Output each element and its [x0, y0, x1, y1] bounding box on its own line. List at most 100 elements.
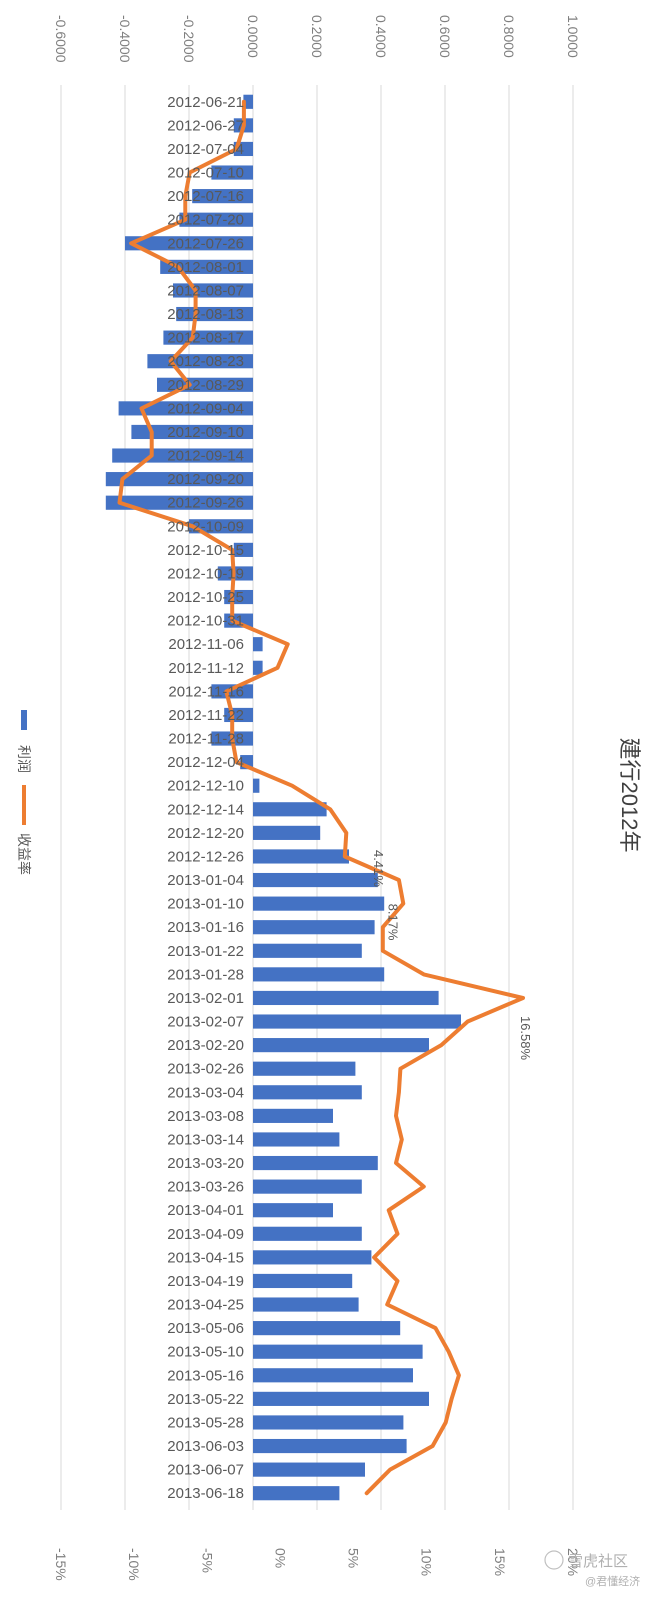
profit-bar — [105, 495, 253, 510]
yield-point — [286, 643, 289, 646]
yield-point — [231, 737, 233, 740]
date-label: 2013-06-07 — [167, 1462, 244, 1479]
date-label: 2013-03-08 — [167, 1108, 244, 1125]
yield-point — [402, 902, 405, 905]
date-label: 2012-06-21 — [167, 94, 244, 111]
profit-bars — [105, 94, 461, 1501]
secondary-tick-label: 10% — [419, 1548, 435, 1576]
date-label: 2012-07-16 — [167, 188, 244, 205]
date-label: 2012-07-20 — [167, 212, 244, 229]
yield-data-label: 4.41% — [371, 850, 386, 887]
date-label: 2012-07-10 — [167, 165, 244, 182]
secondary-tick-label: 20% — [565, 1548, 581, 1576]
yield-point — [447, 1350, 450, 1353]
yield-point — [291, 784, 293, 787]
yield-point — [382, 926, 384, 929]
profit-bar — [253, 1486, 340, 1501]
yield-line — [117, 99, 525, 1496]
yield-point — [522, 997, 524, 999]
yield-point — [373, 1256, 375, 1259]
yield-point — [231, 549, 233, 551]
date-label: 2013-05-10 — [167, 1344, 244, 1361]
date-label: 2012-08-29 — [167, 377, 244, 394]
profit-bar — [211, 165, 253, 180]
profit-bar — [253, 1108, 333, 1123]
profit-bar — [253, 1344, 423, 1359]
legend: 利润 收益率 — [16, 710, 32, 875]
yield-series-line — [117, 99, 525, 1496]
date-label: 2013-01-22 — [167, 943, 244, 960]
yield-point — [243, 100, 245, 103]
yield-point — [231, 596, 233, 598]
profit-bar — [253, 1014, 461, 1029]
primary-tick-label: 0.0000 — [245, 15, 261, 58]
profit-bar — [189, 519, 253, 534]
date-label: 2013-02-01 — [167, 990, 244, 1007]
watermark-sub: @君懂经济 — [585, 1574, 640, 1588]
yield-point — [387, 1209, 390, 1212]
date-label: 2013-04-01 — [167, 1202, 244, 1219]
yield-point — [458, 1374, 460, 1377]
date-label: 2013-05-22 — [167, 1391, 244, 1408]
date-label: 2012-06-27 — [167, 117, 244, 134]
category-axis-labels: 2012-06-21 2012-06-27 2012-07-04 2012-07-10… — [167, 94, 244, 1502]
date-label: 2013-03-26 — [167, 1179, 244, 1196]
yield-point — [399, 1067, 402, 1070]
yield-point — [235, 148, 238, 150]
date-label: 2013-03-20 — [167, 1155, 244, 1172]
date-label: 2013-06-18 — [167, 1485, 244, 1502]
date-label: 2012-09-14 — [167, 448, 244, 465]
yield-point — [440, 1044, 443, 1046]
yield-point — [235, 761, 238, 763]
yield-point — [118, 501, 121, 504]
profit-bar — [253, 1297, 359, 1312]
date-label: 2012-08-13 — [167, 306, 244, 323]
primary-tick-label: 0.6000 — [437, 15, 453, 58]
yield-point — [243, 124, 245, 127]
chart-title: 建行2012年 — [617, 738, 642, 853]
yield-point — [177, 266, 179, 268]
yield-point — [395, 1162, 397, 1164]
profit-bar — [253, 967, 385, 982]
date-label: 2012-09-04 — [167, 400, 244, 417]
date-label: 2012-11-06 — [168, 636, 244, 653]
profit-bar — [253, 1179, 362, 1194]
date-label: 2012-12-04 — [167, 754, 244, 771]
date-label: 2012-10-31 — [167, 613, 244, 630]
watermark-text: 雪虎社区 — [568, 1553, 628, 1570]
date-label: 2013-01-10 — [167, 896, 244, 913]
primary-axis-ticks: -0.6000 -0.4000 -0.2000 0.0000 0.2000 0.4000 0… — [53, 15, 581, 63]
profit-bar — [253, 1368, 413, 1383]
yield-point — [386, 1303, 389, 1306]
yield-point — [329, 808, 331, 811]
date-label: 2012-10-19 — [167, 565, 244, 582]
profit-bar — [253, 1438, 407, 1454]
primary-tick-label: -0.4000 — [117, 15, 133, 63]
profit-bar — [253, 1061, 356, 1076]
primary-tick-label: -0.2000 — [181, 15, 197, 63]
date-label: 2012-11-22 — [168, 707, 244, 724]
date-label: 2012-07-04 — [167, 141, 244, 158]
date-label: 2012-10-15 — [167, 542, 244, 559]
profit-bar — [253, 1155, 378, 1171]
primary-tick-label: -0.6000 — [53, 15, 69, 63]
date-label: 2012-12-20 — [167, 825, 244, 842]
profit-bar — [253, 990, 439, 1006]
yield-point — [396, 1280, 399, 1282]
profit-bar — [253, 1415, 404, 1430]
yield-point — [431, 1445, 434, 1447]
secondary-tick-label: -10% — [126, 1548, 142, 1581]
profit-bar — [253, 1226, 362, 1241]
profit-bar — [253, 1038, 429, 1053]
date-label: 2012-08-17 — [167, 330, 244, 347]
yield-point — [130, 242, 133, 245]
date-label: 2012-12-26 — [167, 848, 244, 865]
legend-swatch-profit — [21, 710, 27, 730]
date-label: 2012-09-10 — [167, 424, 244, 441]
primary-tick-label: 1.0000 — [565, 15, 581, 58]
yield-point — [150, 454, 153, 457]
yield-point — [191, 525, 194, 528]
secondary-tick-label: 0% — [272, 1548, 288, 1568]
yield-point — [184, 195, 187, 197]
